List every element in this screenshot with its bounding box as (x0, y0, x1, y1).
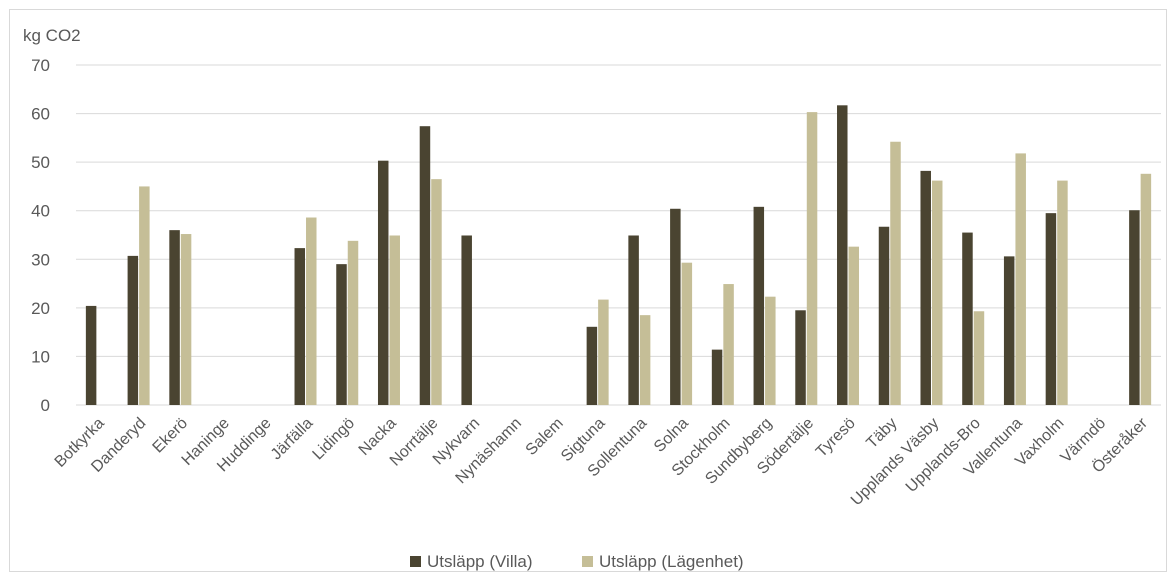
bar (878, 226, 890, 405)
bar (139, 186, 150, 405)
bar (389, 235, 400, 405)
x-tick-label: Lidingö (310, 415, 359, 464)
bar (670, 208, 681, 405)
bar (931, 180, 943, 405)
y-tick-label: 50 (31, 153, 50, 172)
bar (1140, 173, 1152, 405)
legend-label: Utsläpp (Villa) (427, 552, 533, 571)
y-tick-label: 60 (31, 105, 50, 124)
bar (795, 310, 806, 405)
bar (1129, 210, 1140, 405)
bar (920, 170, 931, 405)
bar (377, 160, 389, 405)
bar (347, 240, 359, 405)
bar (890, 141, 901, 405)
bar (711, 349, 723, 405)
x-tick-label: Tyresö (813, 415, 859, 461)
y-tick-label: 0 (41, 396, 50, 415)
gridlines (76, 64, 1161, 406)
y-tick-labels: 0 10 20 30 40 50 60 70 (31, 56, 50, 415)
bar (765, 296, 776, 405)
bar (419, 126, 431, 405)
bar (431, 179, 442, 405)
bar (962, 232, 973, 405)
y-tick-label: 70 (31, 56, 50, 75)
bar (753, 206, 765, 405)
y-tick-label: 30 (31, 250, 50, 269)
bar (306, 217, 317, 405)
legend-swatch (410, 556, 421, 567)
bar (294, 248, 306, 405)
chart-frame (9, 9, 1167, 572)
bar (169, 230, 180, 405)
legend-label: Utsläpp (Lägenhet) (599, 552, 744, 571)
bar (461, 235, 472, 405)
bar (1057, 180, 1068, 405)
legend-swatch (582, 556, 593, 567)
x-tick-label: Täby (863, 415, 900, 452)
bar (628, 235, 639, 405)
bar (806, 112, 818, 405)
bar (127, 255, 139, 405)
bar (1045, 213, 1057, 405)
legend: Utsläpp (Villa) Utsläpp (Lägenhet) (410, 552, 744, 571)
x-tick-label: Järfälla (268, 415, 317, 464)
bar (1015, 153, 1026, 405)
bar (180, 234, 192, 405)
bar (837, 105, 848, 406)
bar (586, 326, 598, 405)
y-tick-label: 40 (31, 202, 50, 221)
y-tick-label: 10 (31, 347, 50, 366)
bar (681, 262, 693, 405)
bars (85, 105, 1152, 406)
y-tick-label: 20 (31, 299, 50, 318)
bar (598, 299, 609, 405)
bar (336, 264, 347, 405)
bar (848, 246, 860, 405)
bar (85, 305, 97, 405)
y-axis-label: kg CO2 (23, 26, 81, 45)
bar (639, 315, 651, 405)
bar (723, 284, 734, 405)
bar (973, 311, 985, 405)
bar (1003, 256, 1015, 405)
